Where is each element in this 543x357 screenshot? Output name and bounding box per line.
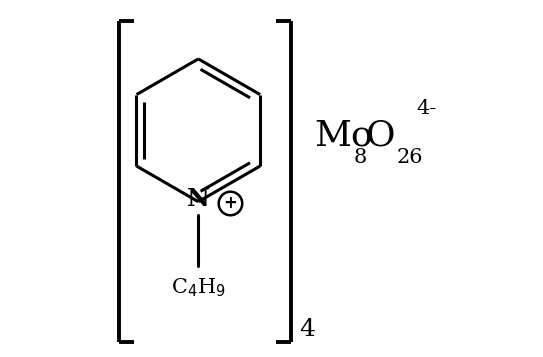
Text: Mo: Mo [314, 119, 373, 153]
Text: 26: 26 [396, 147, 423, 167]
Text: N: N [187, 187, 210, 211]
Text: O: O [366, 119, 396, 153]
Text: 4: 4 [299, 318, 315, 341]
Text: C$_4$H$_9$: C$_4$H$_9$ [171, 276, 226, 299]
Text: +: + [224, 195, 237, 212]
Text: 8: 8 [353, 147, 367, 167]
Text: 4-: 4- [416, 99, 437, 119]
